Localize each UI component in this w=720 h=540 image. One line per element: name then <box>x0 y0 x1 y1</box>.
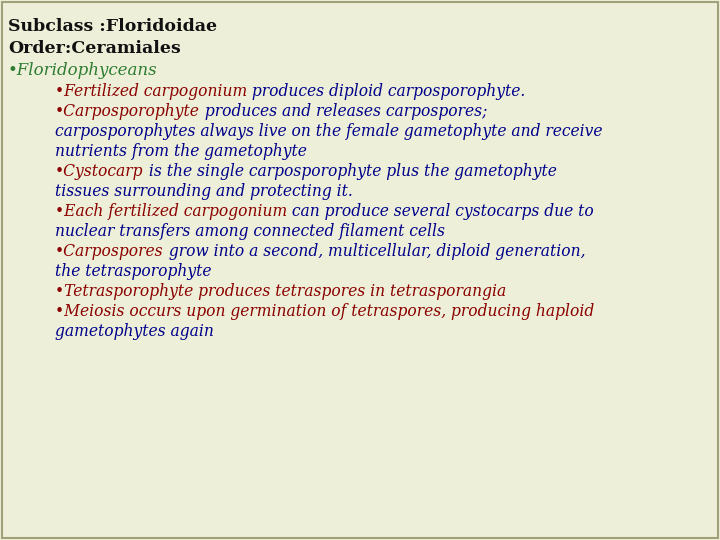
Text: can produce several cystocarps due to: can produce several cystocarps due to <box>287 203 594 220</box>
Text: nuclear transfers among connected filament cells: nuclear transfers among connected filame… <box>55 223 445 240</box>
Text: •Carpospores: •Carpospores <box>55 243 163 260</box>
Text: produces diploid carposporophyte.: produces diploid carposporophyte. <box>247 83 526 100</box>
Text: nutrients from the gametophyte: nutrients from the gametophyte <box>55 143 307 160</box>
Text: grow into a second, multicellular, diploid generation,: grow into a second, multicellular, diplo… <box>163 243 585 260</box>
Text: tissues surrounding and protecting it.: tissues surrounding and protecting it. <box>55 183 353 200</box>
Text: carposporophytes always live on the female gametophyte and receive: carposporophytes always live on the fema… <box>55 123 603 140</box>
Text: is the single carposporophyte plus the gametophyte: is the single carposporophyte plus the g… <box>143 163 557 180</box>
Text: •Floridophyceans: •Floridophyceans <box>8 62 158 79</box>
Text: •Each fertilized carpogonium: •Each fertilized carpogonium <box>55 203 287 220</box>
Text: •Tetrasporophyte produces tetraspores in tetrasporangia: •Tetrasporophyte produces tetraspores in… <box>55 283 506 300</box>
Text: gametophytes again: gametophytes again <box>55 323 214 340</box>
Text: Order:Ceramiales: Order:Ceramiales <box>8 40 181 57</box>
Text: the tetrasporophyte: the tetrasporophyte <box>55 263 212 280</box>
Text: •Carposporophyte: •Carposporophyte <box>55 103 200 120</box>
Text: Subclass :Floridoidae: Subclass :Floridoidae <box>8 18 217 35</box>
Text: produces and releases carpospores;: produces and releases carpospores; <box>200 103 487 120</box>
Text: •Meiosis occurs upon germination of tetraspores, producing haploid: •Meiosis occurs upon germination of tetr… <box>55 303 594 320</box>
Text: •Cystocarp: •Cystocarp <box>55 163 143 180</box>
Text: •Fertilized carpogonium: •Fertilized carpogonium <box>55 83 247 100</box>
